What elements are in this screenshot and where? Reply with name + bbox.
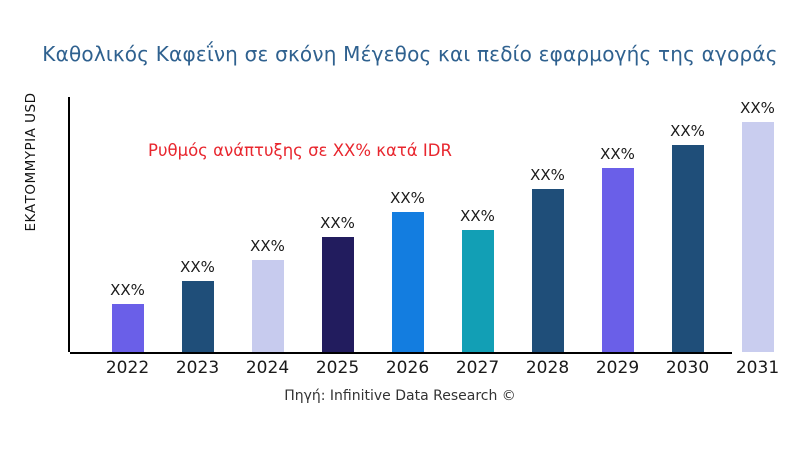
chart-title: Καθολικός Καφεΐνη σε σκόνη Μέγεθος και π… <box>42 42 778 66</box>
bar-value-label-2031: XX% <box>740 99 775 117</box>
bar-2024 <box>251 260 284 352</box>
bar-value-label-2023: XX% <box>180 257 215 276</box>
bar-2029 <box>601 168 634 352</box>
bar-value-label-2028: XX% <box>530 165 565 184</box>
x-tick-label-2030: 2030 <box>665 358 710 378</box>
bar-value-label-2022: XX% <box>110 280 145 299</box>
bar-value-label-2025: XX% <box>320 214 355 232</box>
bar-2025 <box>321 237 354 352</box>
plot-area: XX% 2022 XX% 2023 XX% 2024 XX% 2025 XX% 2026 XX% 20… <box>68 97 780 378</box>
x-tick-label-2024: 2024 <box>245 358 290 378</box>
bar-2027 <box>461 230 494 352</box>
bar-value-label-2029: XX% <box>600 145 635 163</box>
bar-2026 <box>391 211 424 352</box>
x-tick-label-2022: 2022 <box>105 358 150 378</box>
bar-2028 <box>531 188 564 352</box>
growth-rate-annotation: Ρυθμός ανάπτυξης σε XX% κατά IDR <box>148 141 452 160</box>
bar-value-label-2026: XX% <box>390 188 425 207</box>
x-tick-label-2028: 2028 <box>525 358 570 378</box>
x-tick-label-2026: 2026 <box>385 358 430 378</box>
bar-2023 <box>181 280 214 352</box>
source-note: Πηγή: Infinitive Data Research © <box>284 388 516 404</box>
y-axis-label: ΕΚΑΤΟΜΜΥΡΙΑ USD <box>23 92 39 232</box>
bar-2031 <box>741 122 774 352</box>
bar-2022 <box>111 303 144 352</box>
bar-value-label-2024: XX% <box>250 237 285 255</box>
x-tick-label-2025: 2025 <box>315 358 360 378</box>
x-tick-label-2027: 2027 <box>455 358 500 378</box>
x-tick-label-2029: 2029 <box>595 358 640 378</box>
bar-value-label-2030: XX% <box>670 122 705 140</box>
bar-2030 <box>671 145 704 352</box>
x-tick-label-2031: 2031 <box>735 358 780 378</box>
bar-value-label-2027: XX% <box>460 207 495 226</box>
x-axis-line <box>70 352 732 354</box>
x-tick-label-2023: 2023 <box>175 358 220 378</box>
